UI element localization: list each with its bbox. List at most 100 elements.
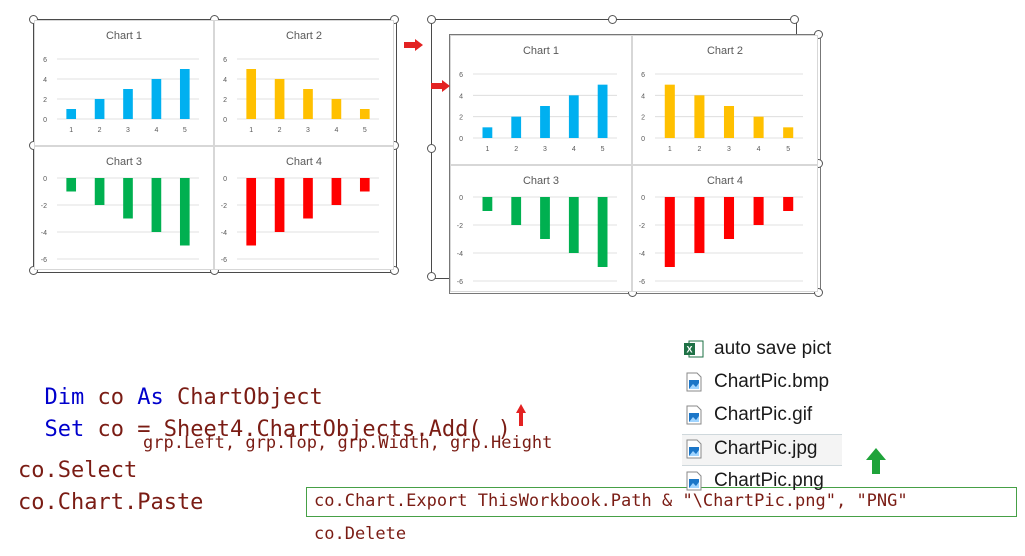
red-arrow-icon [404, 39, 423, 51]
bar [331, 178, 342, 205]
image-file-icon [684, 405, 704, 425]
chart-title: Chart 1 [522, 45, 560, 57]
resize-handle-br[interactable] [390, 266, 399, 275]
y-tick-label: 6 [641, 72, 645, 79]
y-tick-label: 0 [641, 136, 645, 143]
bar [303, 89, 313, 119]
file-name: ChartPic.jpg [714, 438, 818, 459]
chart-title: Chart 2 [706, 45, 744, 57]
var-co: co [97, 385, 125, 410]
export-highlight-box [306, 487, 1017, 517]
chart-title: Chart 4 [706, 175, 744, 187]
y-tick-label: 0 [641, 195, 645, 202]
red-arrow-icon [431, 80, 450, 92]
resize-handle-tl[interactable] [427, 15, 436, 24]
chart-3[interactable]: Chart 3 0 -2 -4 -6 [34, 146, 214, 270]
bar [694, 95, 705, 138]
chart-plot: 0 -2 -4 -6 [221, 176, 379, 264]
chart-4-copy[interactable]: Chart 4 0 -2 -4 -6 [632, 165, 818, 292]
bar [359, 109, 370, 119]
x-tick-label: 1 [249, 127, 253, 134]
y-tick-label: -6 [639, 279, 645, 286]
file-item[interactable]: ChartPic.jpg [682, 434, 842, 466]
chart-4[interactable]: Chart 4 0 -2 -4 -6 [214, 146, 394, 270]
chart-2[interactable]: Chart 2 6 4 2 0 1 2 3 4 5 [214, 20, 394, 146]
chart-1[interactable]: Chart 1 6 4 2 0 1 2 3 4 5 [34, 20, 214, 146]
y-tick-label: 0 [459, 136, 463, 143]
resize-handle-inner-br[interactable] [814, 288, 823, 297]
y-tick-label: -6 [41, 257, 47, 264]
chart-3-copy[interactable]: Chart 3 0 -2 -4 -6 [450, 165, 632, 292]
bar [274, 178, 285, 232]
x-tick-label: 2 [98, 127, 102, 134]
y-tick-label: -4 [639, 251, 645, 258]
bar [151, 178, 162, 232]
chart-2-copy[interactable]: Chart 2 6 4 2 0 1 2 3 4 5 [632, 35, 818, 165]
y-tick-label: 2 [641, 115, 645, 122]
resize-handle-bl[interactable] [427, 272, 436, 281]
chart-plot: 6 4 2 0 1 2 3 4 5 [641, 72, 803, 153]
bar [568, 95, 579, 138]
y-tick-label: 6 [459, 72, 463, 79]
y-tick-label: 0 [223, 117, 227, 124]
y-tick-label: 0 [223, 176, 227, 183]
file-item[interactable]: ChartPic.png [682, 467, 842, 497]
x-tick-label: 5 [601, 146, 605, 153]
x-tick-label: 3 [306, 127, 310, 134]
chart-plot: 0 -2 -4 -6 [639, 195, 803, 286]
y-tick-label: 2 [459, 115, 463, 122]
bar [482, 127, 493, 138]
bar [151, 79, 162, 119]
code-line-paste: co.Chart.Paste [18, 490, 204, 515]
resize-handle-tm[interactable] [608, 15, 617, 24]
resize-handle-tr[interactable] [790, 15, 799, 24]
chart-title: Chart 2 [285, 30, 323, 42]
x-tick-label: 2 [514, 146, 518, 153]
chart-plot: 0 -2 -4 -6 [41, 176, 199, 264]
bar [66, 109, 77, 119]
chart-title: Chart 3 [522, 175, 560, 187]
bar [540, 197, 550, 239]
code-line-set: Set co = Sheet4.ChartObjects.Add() [18, 392, 511, 442]
chart-plot: 6 4 2 0 1 2 3 4 5 [459, 72, 617, 153]
x-tick-label: 4 [334, 127, 338, 134]
resize-handle-tl[interactable] [29, 15, 38, 24]
resize-handle-inner-tr[interactable] [814, 30, 823, 39]
file-item[interactable]: ChartPic.gif [682, 401, 842, 431]
bar [274, 79, 285, 119]
resize-handle-ml[interactable] [427, 144, 436, 153]
keyword-set: Set [44, 417, 85, 442]
resize-handle-bl[interactable] [29, 266, 38, 275]
bar [179, 178, 190, 246]
y-tick-label: 4 [459, 93, 463, 100]
code-line-delete: co.Delete [314, 524, 407, 544]
file-item[interactable]: ChartPic.bmp [682, 368, 842, 398]
bar [303, 178, 313, 219]
type-chartobject: ChartObject [177, 385, 323, 410]
resize-handle-tr[interactable] [390, 15, 399, 24]
x-tick-label: 1 [668, 146, 672, 153]
chart-title: Chart 3 [105, 156, 143, 168]
y-tick-label: 2 [223, 97, 227, 104]
bar [597, 84, 608, 138]
y-tick-label: 6 [223, 57, 227, 64]
y-tick-label: 0 [43, 176, 47, 183]
y-tick-label: -6 [221, 257, 227, 264]
code-line-dim: Dim co As ChartObject [18, 360, 323, 410]
bar [331, 99, 342, 119]
bar [482, 197, 493, 211]
chart-plot: 6 4 2 0 1 2 3 4 5 [43, 57, 199, 134]
x-tick-label: 5 [363, 127, 367, 134]
green-up-arrow-icon [866, 448, 886, 474]
y-tick-label: -2 [41, 203, 47, 210]
chart-group-original[interactable]: Chart 1 6 4 2 0 1 2 3 4 5 Chart 2 6 4 2 0 1 2 3 4 5 Chart … [29, 15, 399, 275]
y-tick-label: 4 [223, 77, 227, 84]
y-tick-label: -2 [457, 223, 463, 230]
bar [246, 69, 257, 119]
bar [511, 116, 522, 138]
chart-group-copy[interactable]: Chart 1 6 4 2 0 1 2 3 4 5 Chart 2 6 4 2 0 1 2 3 4 5 Chart … [426, 15, 826, 297]
chart-1-copy[interactable]: Chart 1 6 4 2 0 1 2 3 4 5 [450, 35, 632, 165]
bar [511, 197, 522, 225]
code-add-call: co = Sheet4.ChartObjects.Add( [97, 417, 482, 442]
